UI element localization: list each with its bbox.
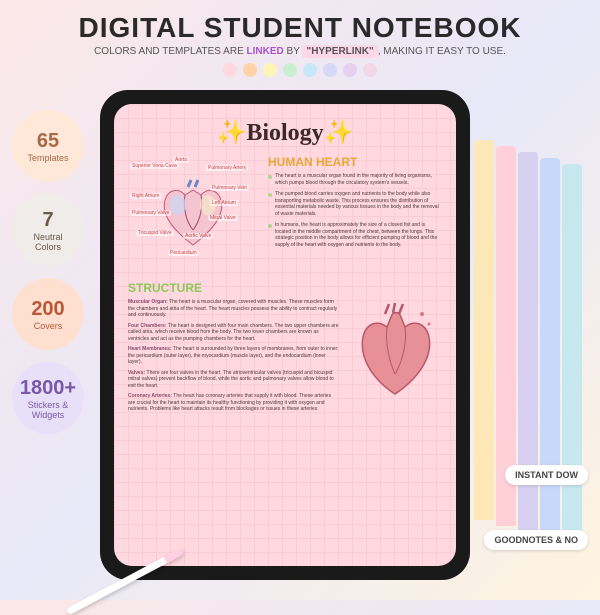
color-palette — [0, 63, 600, 77]
diagram-label: Aorta — [173, 157, 189, 163]
palette-dot — [343, 63, 357, 77]
diagram-label: Right Atrium — [130, 193, 161, 199]
diagram-label: Pulmonary Artery — [206, 165, 248, 171]
instant-download-pill: INSTANT DOW — [505, 465, 588, 485]
structure-heading: STRUCTURE — [128, 281, 442, 295]
structure-item: Coronary Arteries: The heart has coronar… — [128, 393, 339, 413]
structure-item: Four Chambers: The heart is designed wit… — [128, 323, 339, 343]
feature-badges: 65Templates 7NeutralColors 200Covers 1800+S… — [12, 110, 84, 434]
palette-dot — [303, 63, 317, 77]
palette-dot — [263, 63, 277, 77]
structure-item: Heart Membranes: The heart is surrounded… — [128, 346, 339, 366]
heart-notes: HUMAN HEART The heart is a muscular orga… — [268, 155, 442, 275]
palette-dot — [323, 63, 337, 77]
subtitle: COLORS AND TEMPLATES ARE LINKED BY "HYPE… — [0, 46, 600, 57]
page-title: ✨Biology✨ — [128, 118, 442, 147]
structure-item: Muscular Organ: The heart is a muscular … — [128, 299, 339, 319]
diagram-label: Superior Vena Cava — [130, 163, 179, 169]
feature-badge: 7NeutralColors — [12, 194, 84, 266]
notebook-tab[interactable] — [562, 164, 582, 544]
structure-notes: Muscular Organ: The heart is a muscular … — [128, 299, 339, 417]
feature-badge: 200Covers — [12, 278, 84, 350]
heart-diagram: Superior Vena CavaAorta Pulmonary Artery P… — [128, 155, 258, 275]
palette-dot — [363, 63, 377, 77]
palette-dot — [283, 63, 297, 77]
anatomical-heart-icon — [347, 299, 442, 404]
palette-dot — [243, 63, 257, 77]
diagram-label: Aortic Valve — [183, 233, 213, 239]
notebook-tab[interactable] — [474, 140, 494, 520]
diagram-label: Tricuspid Valve — [136, 230, 174, 236]
note-bullet: The pumped blood carries oxygen and nutr… — [268, 191, 442, 217]
palette-dot — [223, 63, 237, 77]
note-bullet: The heart is a muscular organ found in t… — [268, 173, 442, 186]
goodnotes-pill: GOODNOTES & NO — [484, 530, 588, 550]
feature-badge: 1800+Stickers &Widgets — [12, 362, 84, 434]
main-title: DIGITAL STUDENT NOTEBOOK — [0, 12, 600, 44]
notebook-page: ✨Biology✨ Superior Vena CavaAorta Pulmona… — [114, 104, 456, 566]
diagram-label: Left Atrium — [210, 200, 238, 206]
diagram-label: Pericardium — [168, 250, 199, 256]
note-bullet: In humans, the heart is approximately th… — [268, 222, 442, 248]
diagram-label: Pulmonary Vein — [210, 185, 249, 191]
diagram-label: Mitral Valve — [208, 215, 238, 221]
section-heading: HUMAN HEART — [268, 155, 442, 169]
header: DIGITAL STUDENT NOTEBOOK COLORS AND TEMP… — [0, 0, 600, 81]
feature-badge: 65Templates — [12, 110, 84, 182]
structure-item: Valves: There are four valves in the hea… — [128, 370, 339, 390]
tablet-mockup: ✨Biology✨ Superior Vena CavaAorta Pulmona… — [100, 90, 470, 580]
diagram-label: Pulmonary Valve — [130, 210, 171, 216]
